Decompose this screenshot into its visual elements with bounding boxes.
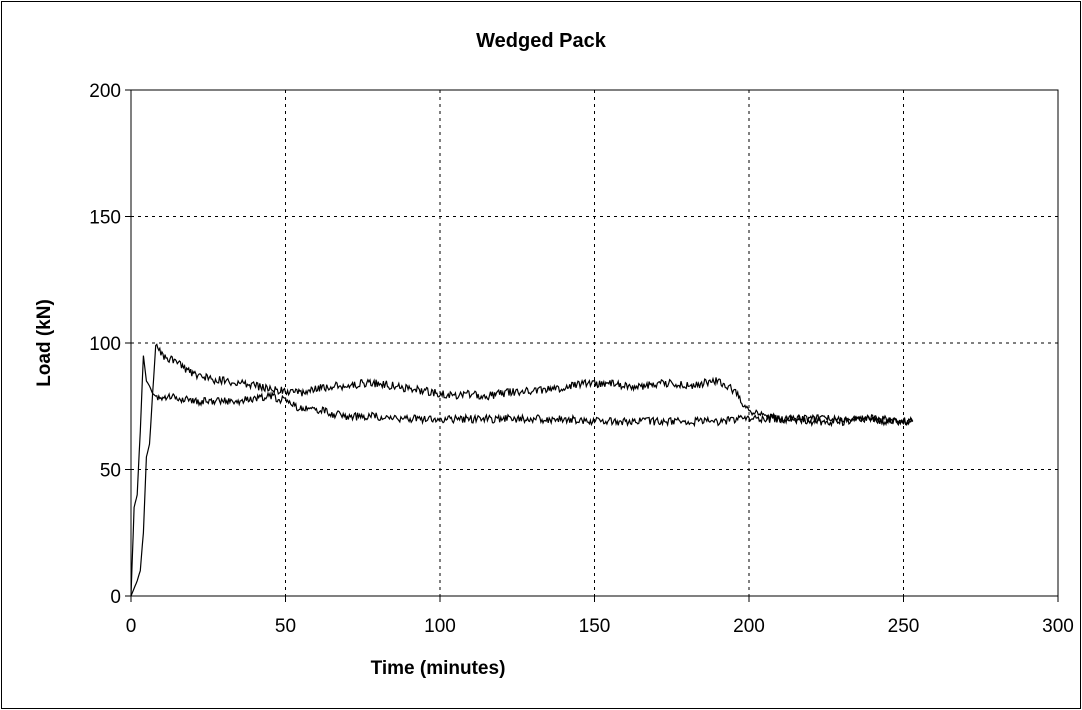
x-tick-label: 100 <box>424 616 456 637</box>
x-tick-label: 50 <box>275 616 296 637</box>
grid-layer <box>131 90 1058 596</box>
series-line-1 <box>130 343 914 597</box>
x-tick-label: 0 <box>126 616 137 637</box>
series-layer <box>130 343 914 597</box>
y-tick-label: 50 <box>100 461 121 482</box>
x-tick-label: 200 <box>733 616 765 637</box>
plot-area-border <box>130 89 1059 597</box>
x-axis-label: Time (minutes) <box>370 658 506 679</box>
y-tick-label: 100 <box>89 334 121 355</box>
y-tick-label: 150 <box>89 208 121 229</box>
ticks-layer: 0 50 100 150 200 0 50 100 150 200 250 300 <box>89 81 1074 637</box>
series-line-2 <box>130 355 914 597</box>
y-tick-label: 0 <box>110 587 121 608</box>
x-tick-label: 300 <box>1042 616 1074 637</box>
y-tick-label: 200 <box>89 81 121 102</box>
x-tick-label: 250 <box>888 616 920 637</box>
x-tick-label: 150 <box>579 616 611 637</box>
chart-title: Wedged Pack <box>476 30 606 52</box>
